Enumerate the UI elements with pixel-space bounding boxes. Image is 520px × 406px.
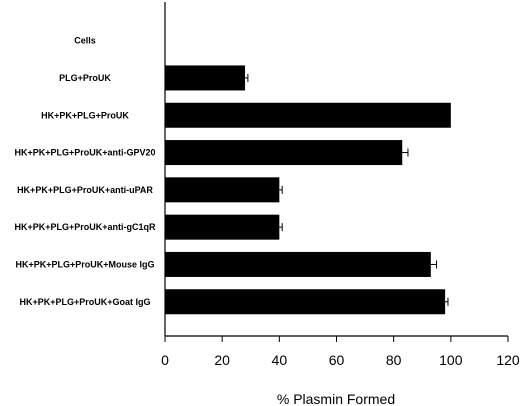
x-tick-label: 20 (214, 352, 230, 368)
x-axis-title: % Plasmin Formed (277, 391, 395, 406)
category-label: HK+PK+PLG+ProUK+anti-gC1qR (14, 222, 156, 232)
category-label: HK+PK+PLG+ProUK+anti-uPAR (17, 185, 153, 195)
bar (165, 289, 446, 315)
category-label: PLG+ProUK (59, 73, 111, 83)
category-label: HK+PK+PLG+ProUK+Goat IgG (19, 297, 150, 307)
x-tick-label: 120 (496, 352, 520, 368)
error-bars (242, 73, 449, 306)
x-tick-label: 40 (272, 352, 288, 368)
x-tick-label: 80 (386, 352, 402, 368)
bars (165, 65, 451, 315)
category-labels: Cells PLG+ProUK HK+PK+PLG+ProUK HK+PK+PLG+P… (14, 36, 156, 307)
bar (165, 102, 451, 128)
category-label: HK+PK+PLG+ProUK+Mouse IgG (15, 259, 154, 269)
x-tick-label: 60 (329, 352, 345, 368)
x-tick-label: 100 (439, 352, 463, 368)
category-label: HK+PK+PLG+ProUK (41, 110, 129, 120)
axes (164, 2, 508, 337)
bar (165, 140, 403, 166)
x-ticks: 0 20 40 60 80 100 120 (161, 336, 520, 368)
category-label: Cells (74, 36, 96, 46)
category-label: HK+PK+PLG+ProUK+anti-GPV20 (14, 148, 155, 158)
bar (165, 177, 280, 203)
bar (165, 214, 280, 240)
bar (165, 65, 246, 91)
x-tick-label: 0 (161, 352, 169, 368)
bar (165, 251, 431, 277)
